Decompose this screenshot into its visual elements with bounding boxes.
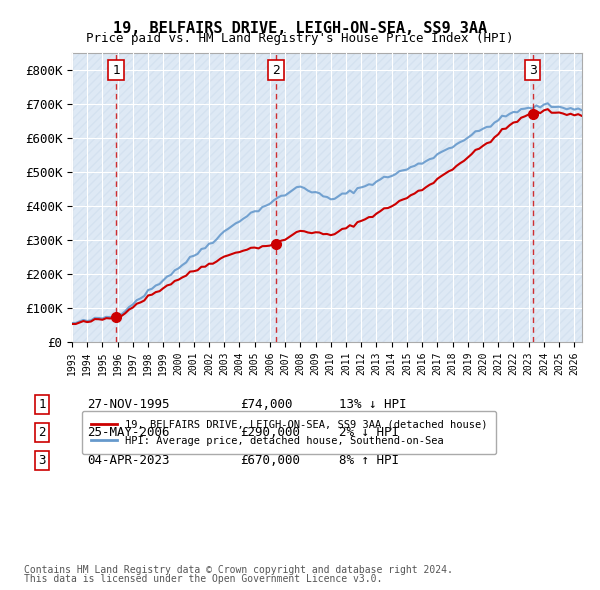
Text: 8% ↑ HPI: 8% ↑ HPI [339,454,399,467]
Text: 25-MAY-2006: 25-MAY-2006 [87,426,170,439]
Text: 2: 2 [272,64,280,77]
Text: This data is licensed under the Open Government Licence v3.0.: This data is licensed under the Open Gov… [24,574,382,584]
Text: 2: 2 [38,426,46,439]
Text: 13% ↓ HPI: 13% ↓ HPI [339,398,407,411]
Text: Contains HM Land Registry data © Crown copyright and database right 2024.: Contains HM Land Registry data © Crown c… [24,565,453,575]
Text: 1: 1 [38,398,46,411]
Text: 3: 3 [529,64,536,77]
Text: Price paid vs. HM Land Registry's House Price Index (HPI): Price paid vs. HM Land Registry's House … [86,32,514,45]
Text: £74,000: £74,000 [240,398,293,411]
Text: £670,000: £670,000 [240,454,300,467]
Text: 27-NOV-1995: 27-NOV-1995 [87,398,170,411]
Text: £290,000: £290,000 [240,426,300,439]
Legend: 19, BELFAIRS DRIVE, LEIGH-ON-SEA, SS9 3AA (detached house), HPI: Average price, : 19, BELFAIRS DRIVE, LEIGH-ON-SEA, SS9 3A… [82,411,496,454]
Text: 2% ↓ HPI: 2% ↓ HPI [339,426,399,439]
Text: 04-APR-2023: 04-APR-2023 [87,454,170,467]
Text: 19, BELFAIRS DRIVE, LEIGH-ON-SEA, SS9 3AA: 19, BELFAIRS DRIVE, LEIGH-ON-SEA, SS9 3A… [113,21,487,35]
Text: 1: 1 [112,64,120,77]
Text: 3: 3 [38,454,46,467]
